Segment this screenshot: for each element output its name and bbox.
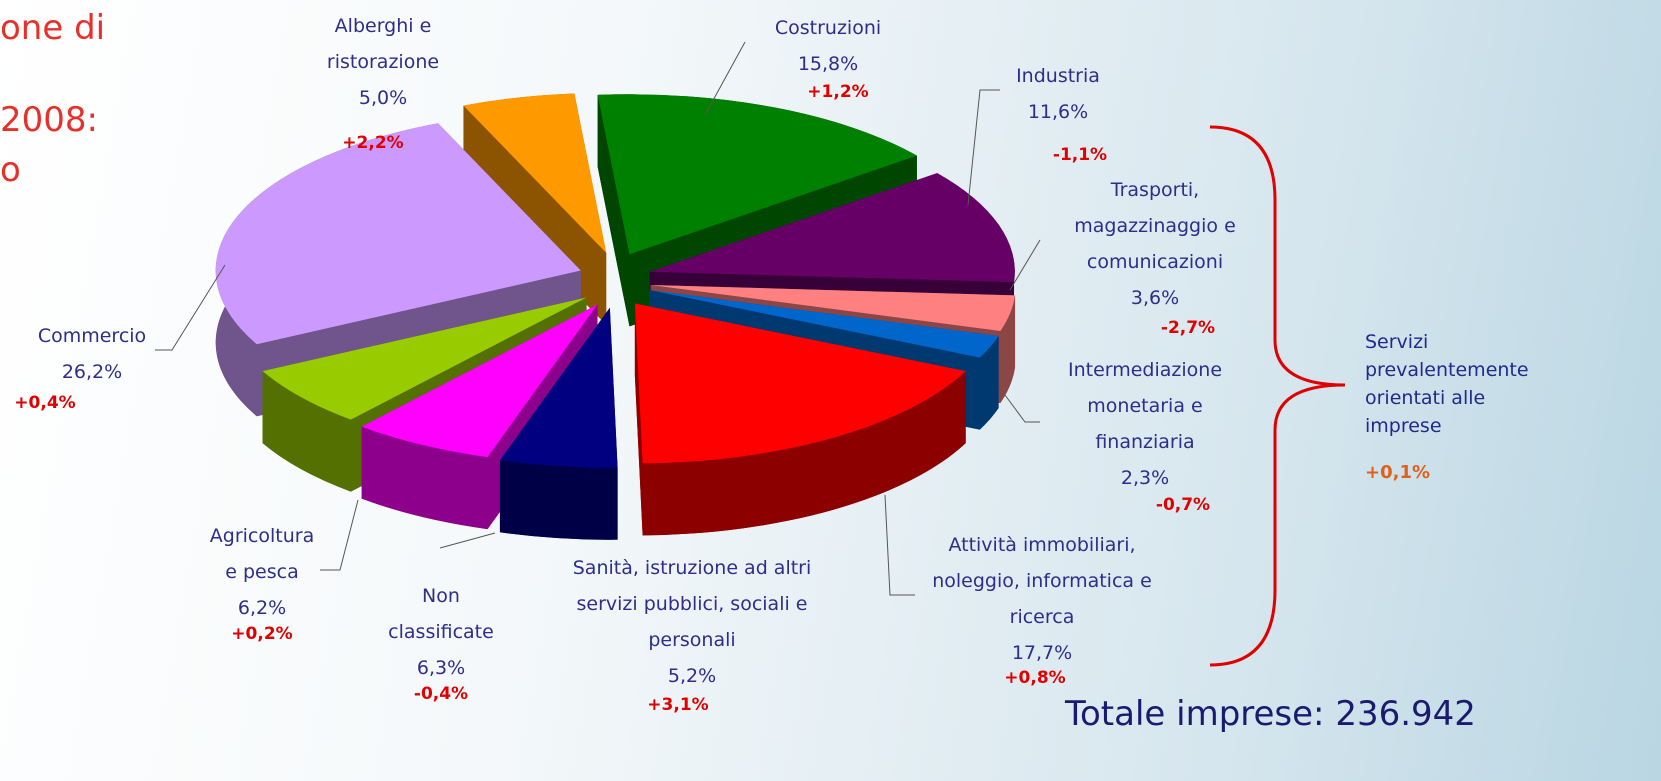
slice-top [597,94,917,255]
group-brace [1209,125,1346,667]
slice-label: Industria 11,6% [1016,58,1100,130]
change-label: +3,1% [647,695,709,715]
slice-top [463,93,607,253]
value-label: 5,2% [667,665,717,687]
value-label: 3,6% [1130,287,1180,309]
change-label: +1,2% [807,82,869,102]
slice-top [262,297,587,420]
leader-line [320,499,359,571]
value-label: 5,0% [358,87,408,109]
slice-label: Sanità, istruzione ad altri servizi pubb… [573,550,812,694]
group-change: +0,1% [1365,462,1431,483]
slice-label: Agricoltura e pesca 6,2% [210,518,314,626]
slice-top [499,307,618,468]
change-label: -0,4% [413,684,469,704]
title-fragment: 2008: [0,100,98,140]
group-label: Servizi prevalentemente orientati alle i… [1365,331,1529,437]
change-label: +2,2% [342,133,404,153]
slice-top [649,289,999,358]
leader-line [1004,394,1040,423]
change-label: +0,8% [1004,668,1066,688]
slice-wall [634,303,643,536]
slice-label: Costruzioni 15,8% [775,10,881,82]
slice-side [361,426,488,530]
title-fragment: o [0,150,21,190]
total-label: Totale imprese: 236.942 [1065,694,1476,734]
change-label: -0,7% [1155,495,1211,515]
change-label: +0,2% [231,624,293,644]
leader-line [704,41,746,116]
change-label: -2,7% [1160,318,1216,338]
slice [499,307,618,540]
value-label: 26,2% [61,361,123,383]
slice-label: Commercio 26,2% [38,318,146,390]
slice-label: Trasporti, magazzinaggio e comunicazioni… [1074,172,1236,316]
value-label: 15,8% [797,53,859,75]
slice-side [499,460,618,540]
leader-line [884,494,915,596]
change-label: -1,1% [1052,145,1108,165]
slice-side [262,371,351,492]
slice-top [650,284,1016,331]
slice-label: Attività immobiliari, noleggio, informat… [932,527,1152,671]
slice-side [1000,295,1016,403]
value-label: 6,2% [237,597,287,619]
slice-label: Alberghi e ristorazione 5,0% [327,8,439,116]
slice-top [215,123,581,345]
slice-top [634,303,966,464]
leader-line [155,264,226,351]
leader-line [967,89,1000,206]
slice-label: Intermediazione monetaria e finanziaria 2… [1068,352,1222,496]
slice-top [361,304,598,458]
slice-side [979,335,999,430]
value-label: 2,3% [1120,467,1170,489]
value-label: 6,3% [416,657,466,679]
value-label: 17,7% [1011,642,1073,664]
slice [634,303,966,536]
slice-label: Non classificate 6,3% [388,578,494,686]
value-label: 11,6% [1027,101,1089,123]
title-fragment: one di [0,8,106,48]
change-label: +0,4% [14,393,76,413]
slice-side [642,371,966,536]
leader-line [1009,239,1041,291]
leader-line [439,532,496,549]
slice-top [649,173,1015,283]
